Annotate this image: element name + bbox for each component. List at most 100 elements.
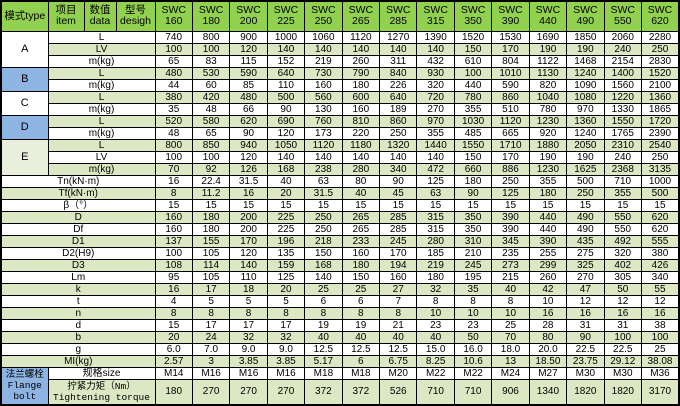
mode-E-L-value-cell: 850 — [191, 138, 231, 152]
param-value-cell: 15 — [491, 198, 530, 212]
param-value-cell: 20 — [266, 186, 306, 200]
mode-D-m(kg)-value-cell: 665 — [491, 126, 530, 140]
mode-A-LV-value-cell: 190 — [566, 42, 605, 56]
mode-B-m(kg)-value-cell: 1090 — [566, 78, 605, 92]
mode-D-L-value-cell: 1120 — [491, 114, 530, 128]
param-value-cell: 8 — [416, 294, 455, 308]
param-value-cell: 3 — [191, 354, 231, 368]
torque-value-cell: 710 — [416, 378, 455, 406]
param-value-cell: 440 — [528, 222, 568, 236]
param-label: MI(kg) — [0, 354, 156, 368]
mode-E-LV-value-cell: 250 — [640, 150, 680, 164]
mode-cell-B: B — [0, 66, 49, 92]
param-value-cell: 170 — [379, 246, 418, 260]
mode-A-L-value-cell: 1530 — [491, 30, 530, 44]
param-value-cell: 180 — [191, 210, 231, 224]
param-value-cell: 40 — [379, 330, 418, 344]
mode-A-m(kg)-value-cell: 2154 — [603, 54, 642, 68]
mode-D-L-value-cell: 1030 — [453, 114, 493, 128]
param-value-cell: 6 — [304, 294, 343, 308]
param-value-cell: 160 — [341, 246, 381, 260]
param-value-cell: 620 — [640, 222, 680, 236]
mode-D-L-value-cell: 860 — [379, 114, 418, 128]
param-value-cell: 114 — [191, 258, 231, 272]
model-header-cell-390: SWC 390 — [491, 0, 530, 32]
mode-D-L-value-cell: 690 — [266, 114, 306, 128]
table-row: m(kg) 70 92 126 168 238 280 340 472 660 886 1230 162… — [1, 162, 680, 176]
mode-A-m(kg)-value-cell: 152 — [266, 54, 306, 68]
param-value-cell: 194 — [379, 258, 418, 272]
param-value-cell: 5 — [229, 294, 268, 308]
param-label: D — [0, 210, 156, 224]
param-value-cell: 16 — [640, 306, 680, 320]
torque-value-cell: 270 — [191, 378, 231, 406]
param-value-cell: 255 — [528, 246, 568, 260]
param-value-cell: 25 — [341, 282, 381, 296]
param-value-cell: 50 — [453, 330, 493, 344]
param-value-cell: 70 — [491, 330, 530, 344]
param-value-cell: 15 — [304, 198, 343, 212]
param-value-cell: 355 — [528, 174, 568, 188]
param-value-cell: 233 — [341, 234, 381, 248]
param-value-cell: 200 — [229, 210, 268, 224]
param-value-cell: 23.75 — [566, 354, 605, 368]
param-value-cell: 28 — [528, 318, 568, 332]
param-value-cell: 15 — [640, 198, 680, 212]
param-label: b — [0, 330, 156, 344]
param-value-cell: 32 — [266, 330, 306, 344]
mode-E-L-value-cell: 1710 — [491, 138, 530, 152]
mode-D-m(kg)-value-cell: 250 — [379, 126, 418, 140]
param-value-cell: 90 — [379, 174, 418, 188]
param-value-cell: 31.5 — [304, 186, 343, 200]
mode-D-m(kg)-value-cell: 920 — [528, 126, 568, 140]
mode-B-m(kg)-value-cell: 226 — [379, 78, 418, 92]
param-value-cell: 195 — [453, 270, 493, 284]
param-value-cell: 120 — [229, 246, 268, 260]
param-label-LV: LV — [47, 42, 156, 56]
param-value-cell: 27 — [379, 282, 418, 296]
param-label: Tn(kN·m) — [0, 174, 156, 188]
param-value-cell: 17 — [266, 318, 306, 332]
param-value-cell: 40 — [491, 282, 530, 296]
corner-header-cell: 模式type — [0, 0, 49, 32]
param-value-cell: 250 — [304, 210, 343, 224]
mode-E-m(kg)-value-cell: 1625 — [566, 162, 605, 176]
param-value-cell: 38.08 — [640, 354, 680, 368]
param-value-cell: 8.25 — [416, 354, 455, 368]
param-value-cell: 7.0 — [191, 342, 231, 356]
torque-value-cell: 3170 — [640, 378, 680, 406]
torque-value-cell: 1820 — [603, 378, 642, 406]
param-value-cell: 9.0 — [266, 342, 306, 356]
torque-value-cell: 270 — [229, 378, 268, 406]
mode-B-m(kg)-value-cell: 440 — [453, 78, 493, 92]
param-value-cell: 15 — [266, 198, 306, 212]
mode-E-m(kg)-value-cell: 92 — [191, 162, 231, 176]
param-value-cell: 29.12 — [603, 354, 642, 368]
mode-E-m(kg)-value-cell: 2368 — [603, 162, 642, 176]
param-value-cell: 95 — [154, 270, 193, 284]
param-value-cell: 15 — [229, 198, 268, 212]
mode-B-L-value-cell: 1130 — [528, 66, 568, 80]
table-row: β（°） 15 15 15 15 15 15 15 15 15 15 15 15 15 15 — [0, 198, 680, 212]
param-value-cell: 125 — [266, 270, 306, 284]
mode-E-LV-value-cell: 140 — [379, 150, 418, 164]
mode-C-m(kg)-value-cell: 48 — [191, 102, 231, 116]
torque-value-cell: 526 — [379, 378, 418, 406]
mode-D-m(kg)-value-cell: 65 — [191, 126, 231, 140]
param-value-cell: 11.2 — [191, 186, 231, 200]
param-value-cell: 490 — [566, 222, 605, 236]
param-label: Tf(kN·m) — [0, 186, 156, 200]
table-row: B L 480 530 590 640 730 790 840 930 100 1010 1130 124… — [0, 66, 680, 92]
mode-D-m(kg)-value-cell: 120 — [266, 126, 306, 140]
mode-C-L-value-cell: 600 — [341, 90, 381, 104]
data-header-cell: 数值 data — [83, 0, 117, 32]
mode-D-L-value-cell: 970 — [416, 114, 455, 128]
param-value-cell: 402 — [603, 258, 642, 272]
param-value-cell: 225 — [266, 210, 306, 224]
param-value-cell: 4 — [154, 294, 193, 308]
table-row: Lm 95 105 110 125 140 150 160 180 195 215 260 270 305… — [0, 270, 680, 284]
bolt-size-value-cell: M36 — [640, 366, 680, 380]
mode-B-m(kg)-value-cell: 1560 — [603, 78, 642, 92]
param-value-cell: 275 — [566, 246, 605, 260]
mode-A-LV-value-cell: 100 — [191, 42, 231, 56]
